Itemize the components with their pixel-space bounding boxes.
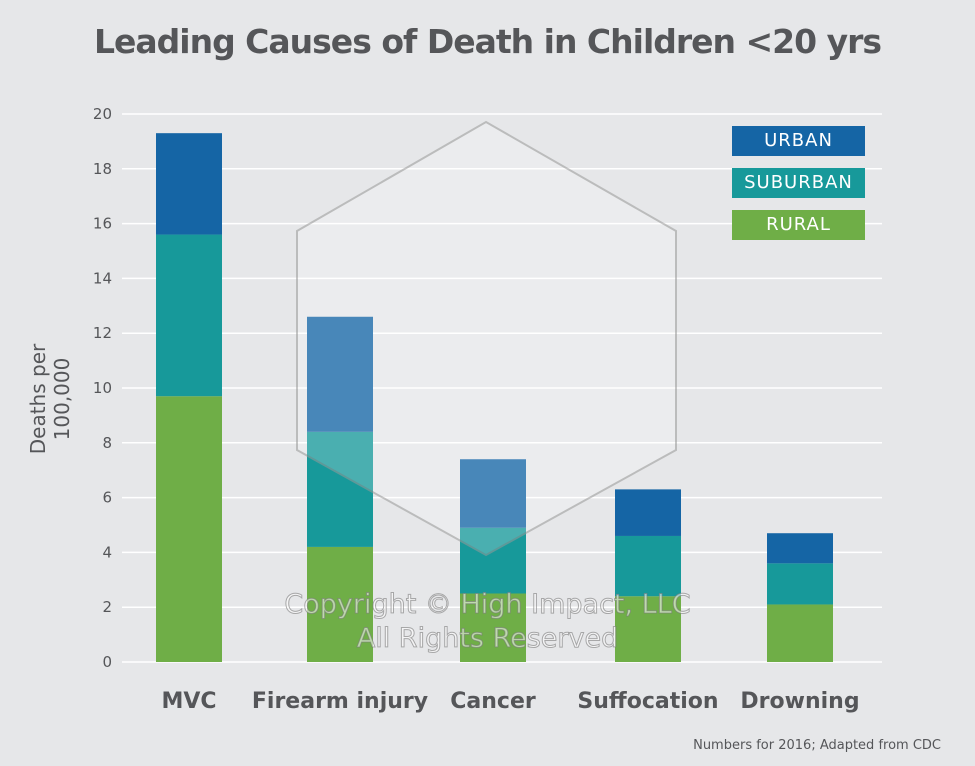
x-tick-label: Cancer bbox=[450, 689, 536, 714]
y-tick-label: 16 bbox=[93, 215, 112, 233]
legend-suburban: SUBURBAN bbox=[732, 168, 865, 198]
x-tick-label: Drowning bbox=[740, 689, 859, 714]
y-tick-label: 8 bbox=[102, 434, 112, 452]
bar-urban bbox=[460, 459, 526, 528]
bar-suburban bbox=[307, 431, 373, 547]
bar-suburban bbox=[615, 535, 681, 597]
footnote: Numbers for 2016; Adapted from CDC bbox=[693, 738, 941, 753]
y-tick-label: 12 bbox=[93, 324, 112, 342]
y-tick-label: 14 bbox=[93, 269, 112, 287]
y-tick-label: 6 bbox=[102, 489, 112, 507]
y-tick-label: 4 bbox=[102, 543, 112, 561]
watermark-logo-icon bbox=[296, 120, 677, 557]
x-tick-label: MVC bbox=[161, 689, 216, 714]
y-tick-label: 20 bbox=[93, 105, 112, 123]
y-tick-label: 0 bbox=[102, 653, 112, 671]
chart-title: Leading Causes of Death in Children <20 … bbox=[93, 22, 882, 61]
y-axis-label: Deaths per 100,000 bbox=[26, 343, 74, 455]
bar-urban bbox=[767, 533, 833, 564]
bar-urban bbox=[307, 316, 373, 432]
y-tick-label: 18 bbox=[93, 160, 112, 178]
bar-rural bbox=[460, 593, 526, 662]
legend-rural: RURAL bbox=[732, 210, 865, 240]
bar-rural bbox=[615, 596, 681, 662]
x-tick-label: Firearm injury bbox=[252, 689, 428, 714]
bar-suburban bbox=[767, 563, 833, 605]
bar-urban bbox=[615, 489, 681, 536]
bar-urban bbox=[156, 133, 222, 235]
bar-rural bbox=[307, 546, 373, 662]
bar-rural bbox=[156, 396, 222, 662]
bar-suburban bbox=[156, 234, 222, 397]
bar-rural bbox=[767, 604, 833, 662]
legend-urban: URBAN bbox=[732, 126, 865, 156]
y-tick-label: 2 bbox=[102, 598, 112, 616]
x-tick-label: Suffocation bbox=[577, 689, 718, 714]
y-tick-label: 10 bbox=[93, 379, 112, 397]
